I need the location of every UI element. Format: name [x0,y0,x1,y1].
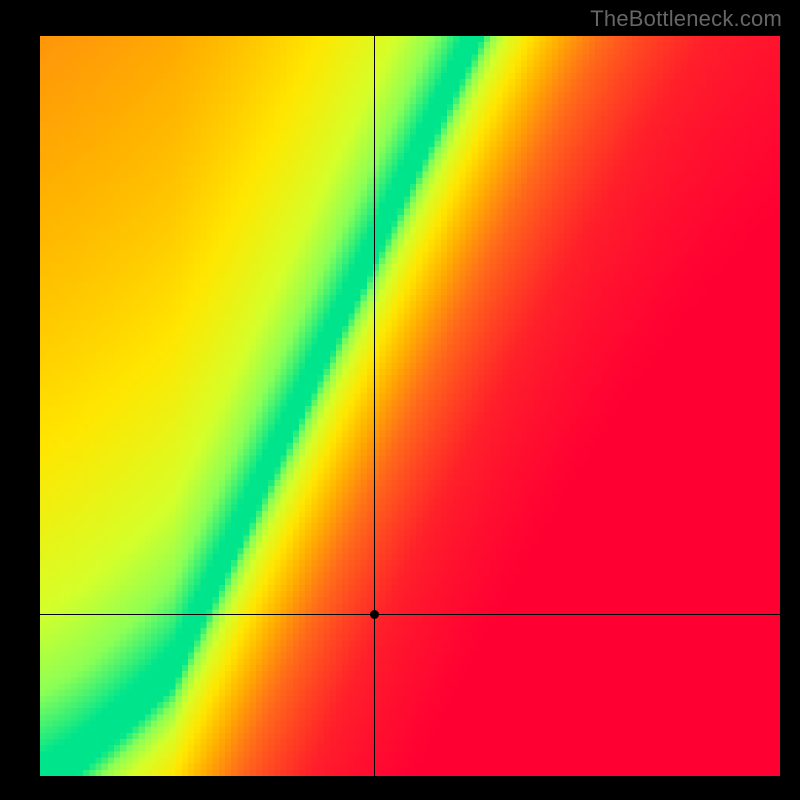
bottleneck-heatmap [40,36,780,776]
chart-container: TheBottleneck.com [0,0,800,800]
watermark-text: TheBottleneck.com [590,6,782,32]
